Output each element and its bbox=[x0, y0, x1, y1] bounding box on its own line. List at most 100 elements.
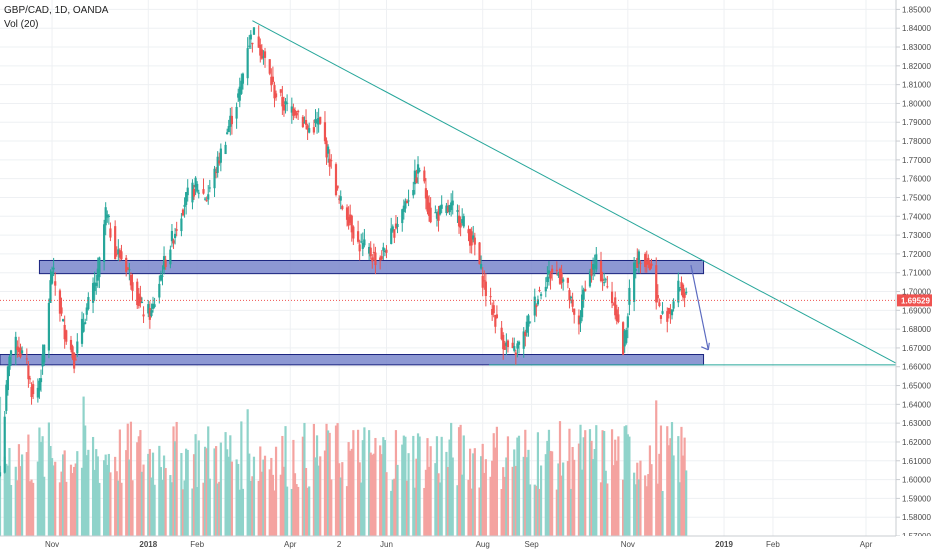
volume-bar bbox=[345, 486, 349, 536]
volume-bar bbox=[645, 486, 648, 536]
candle-body bbox=[571, 299, 574, 307]
volume-bar bbox=[297, 486, 300, 536]
volume-bar bbox=[93, 469, 96, 536]
candle-body bbox=[241, 73, 245, 84]
x-tick-label: Jun bbox=[380, 540, 393, 549]
volume-bar bbox=[84, 425, 87, 536]
candle-body bbox=[472, 235, 475, 240]
candle-body bbox=[513, 346, 516, 351]
volume-bar bbox=[60, 471, 63, 536]
volume-bar bbox=[14, 466, 17, 536]
y-tick-label: 1.63000 bbox=[902, 419, 931, 428]
candle-body bbox=[93, 282, 96, 292]
volume-bar bbox=[506, 436, 510, 536]
volume-bar bbox=[260, 471, 263, 536]
candle-body bbox=[341, 206, 344, 210]
candle-body bbox=[16, 346, 19, 351]
candle-body bbox=[6, 366, 9, 391]
volume-bar bbox=[142, 464, 145, 536]
volume-bar bbox=[513, 449, 516, 536]
candle-body bbox=[623, 330, 626, 347]
volume-bar bbox=[63, 450, 66, 536]
volume-bar bbox=[445, 451, 448, 536]
candle-body bbox=[169, 249, 172, 265]
volume-bar bbox=[612, 465, 615, 536]
candle-body bbox=[181, 209, 185, 216]
volume-bar bbox=[551, 451, 554, 536]
volume-bar bbox=[65, 481, 68, 536]
candle-body bbox=[117, 249, 120, 255]
candle-body bbox=[224, 144, 227, 155]
candle-body bbox=[118, 250, 121, 258]
y-tick-label: 1.83000 bbox=[902, 43, 931, 52]
volume-bar bbox=[196, 486, 199, 536]
candle-body bbox=[415, 177, 418, 183]
candle-body bbox=[120, 251, 123, 260]
volume-bar bbox=[566, 461, 569, 536]
volume-bar bbox=[448, 439, 451, 536]
volume-bar bbox=[183, 480, 186, 536]
candle-body bbox=[260, 49, 263, 59]
candle-body bbox=[590, 268, 593, 276]
candle-body bbox=[65, 330, 68, 342]
volume-bar bbox=[402, 435, 405, 536]
candle-body bbox=[304, 120, 308, 125]
candle-body bbox=[396, 224, 399, 227]
last-price-label: 1.69529 bbox=[901, 296, 930, 305]
candle-body bbox=[274, 93, 278, 98]
volume-bar bbox=[192, 454, 196, 536]
candle-body bbox=[577, 315, 581, 325]
candle-body bbox=[391, 226, 394, 232]
candle-body bbox=[47, 302, 51, 351]
volume-bar bbox=[470, 488, 473, 536]
volume-bar bbox=[533, 484, 536, 536]
candle-body bbox=[369, 247, 372, 257]
candle-body bbox=[562, 279, 565, 282]
volume-bar bbox=[685, 470, 688, 536]
candle-body bbox=[390, 228, 393, 245]
x-tick-label: Apr bbox=[860, 540, 873, 549]
volume-bar bbox=[439, 482, 442, 536]
volume-bar bbox=[571, 446, 574, 536]
volume-bar bbox=[120, 482, 123, 536]
volume-bar bbox=[47, 422, 51, 536]
volume-bar bbox=[484, 459, 487, 536]
volume-bar bbox=[424, 469, 428, 536]
volume-bar bbox=[91, 436, 95, 536]
candle-body bbox=[407, 200, 410, 202]
candle-body bbox=[656, 294, 659, 299]
candle-body bbox=[103, 224, 106, 262]
volume-bar bbox=[636, 462, 639, 536]
candle-body bbox=[107, 215, 110, 217]
candle-body bbox=[263, 51, 267, 58]
candle-body bbox=[467, 229, 470, 234]
volume-bar bbox=[16, 480, 19, 536]
volume-indicator-label[interactable]: Vol (20) bbox=[4, 19, 39, 30]
volume-bar bbox=[472, 453, 475, 536]
candle-body bbox=[273, 85, 276, 99]
symbol-label[interactable]: GBP/CAD, 1D, OANDA bbox=[4, 5, 109, 16]
volume-bar bbox=[301, 436, 304, 536]
volume-bar bbox=[226, 449, 229, 536]
candle-body bbox=[136, 281, 139, 306]
volume-bar bbox=[606, 483, 609, 536]
volume-bar bbox=[312, 423, 316, 536]
volume-bar bbox=[323, 450, 327, 536]
x-tick-label: Aug bbox=[476, 540, 490, 549]
candle-body bbox=[382, 247, 385, 251]
candle-body bbox=[285, 102, 289, 104]
candle-body bbox=[445, 205, 448, 213]
volume-bar bbox=[125, 450, 128, 536]
y-tick-label: 1.59000 bbox=[902, 494, 931, 503]
volume-bar bbox=[162, 455, 166, 536]
volume-bar bbox=[25, 452, 28, 536]
volume-bar bbox=[672, 455, 675, 536]
candle-body bbox=[282, 104, 286, 111]
candle-body bbox=[672, 301, 675, 309]
x-tick-label: Nov bbox=[45, 540, 59, 549]
candle-body bbox=[95, 282, 98, 286]
volume-bar bbox=[592, 459, 595, 536]
candle-body bbox=[270, 76, 273, 86]
